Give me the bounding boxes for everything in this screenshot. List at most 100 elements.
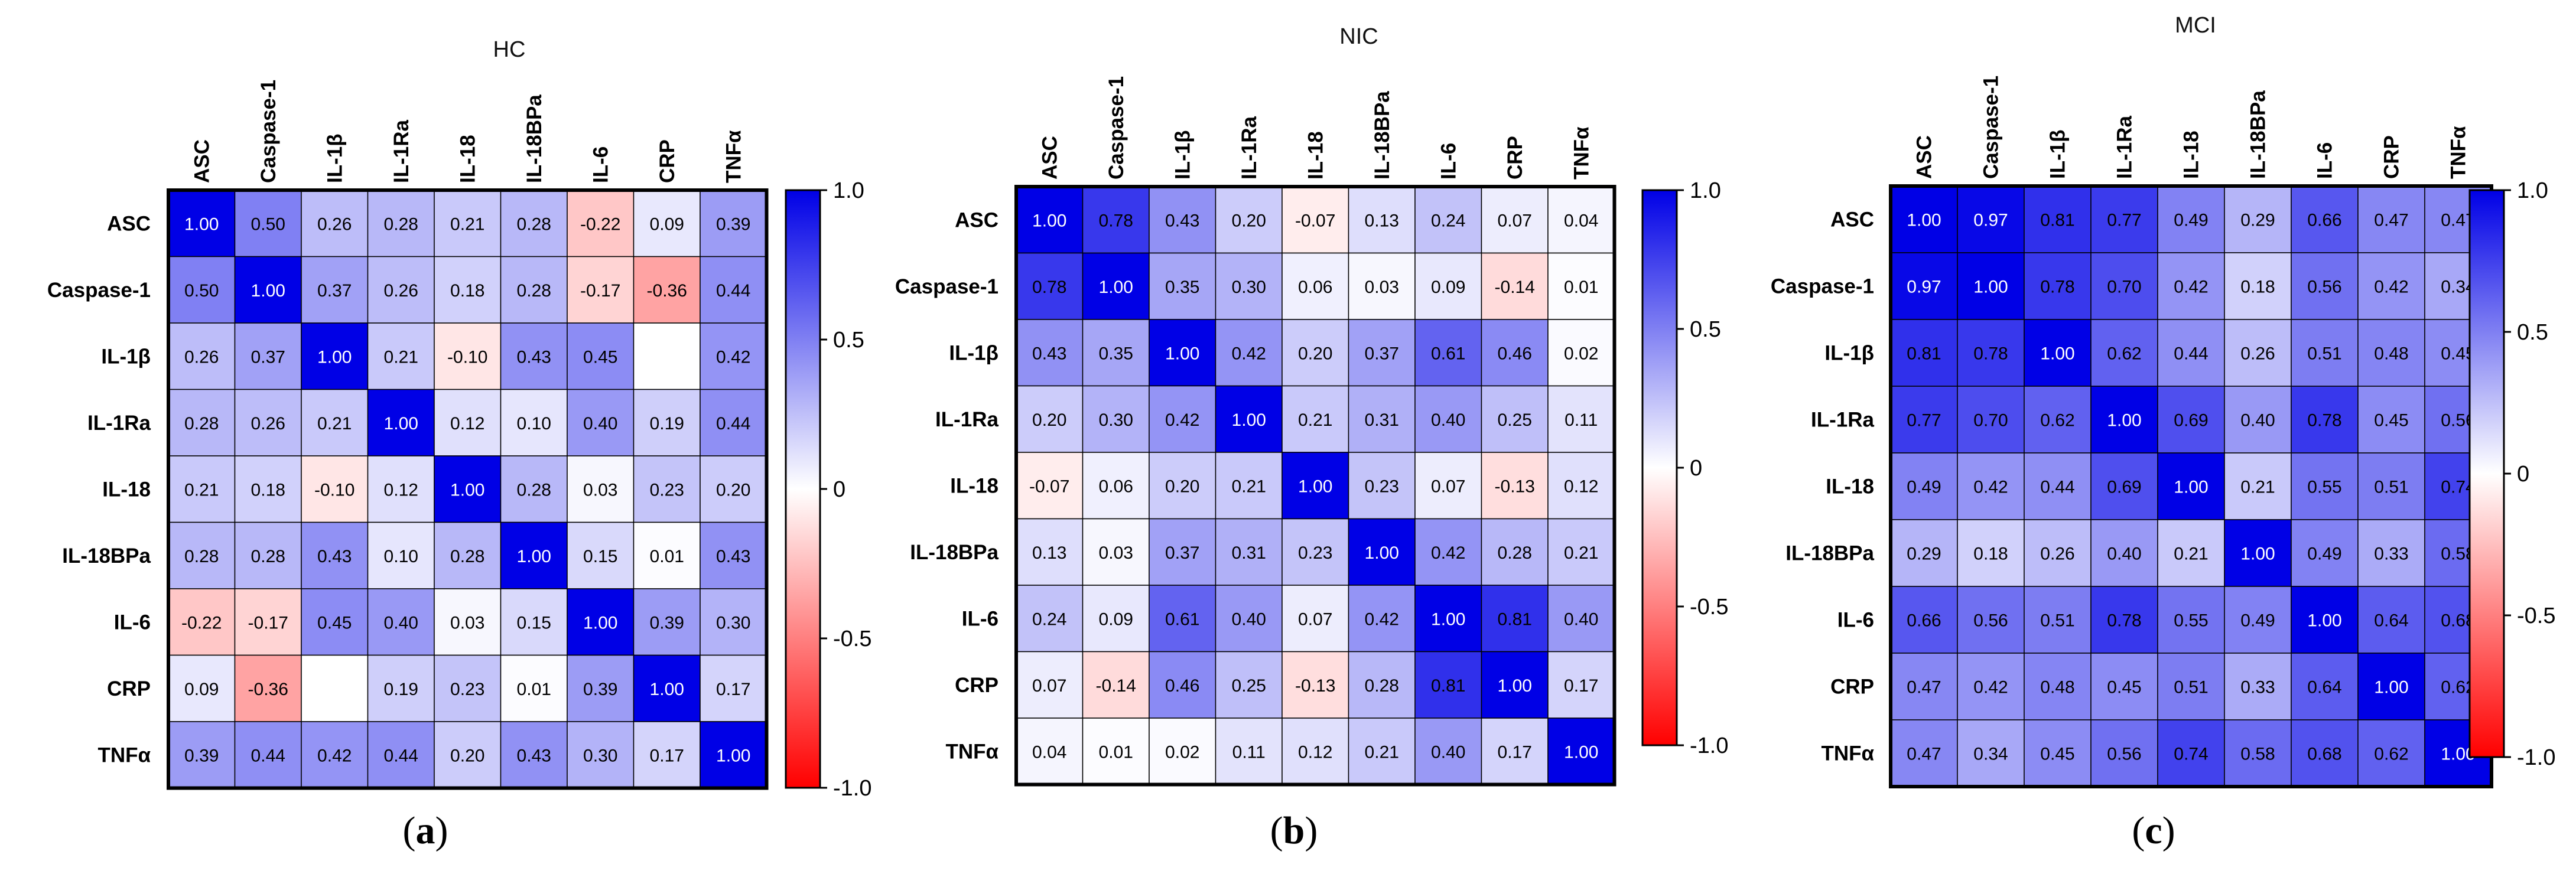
cell-value-label: 0.97	[1907, 278, 1941, 297]
column-label: IL-18BPa	[1371, 91, 1394, 180]
cell-value-label: 0.43	[517, 746, 551, 765]
cell-value-label: 0.20	[1165, 477, 1199, 496]
heatmap-cell	[2357, 586, 2425, 654]
cell-value-label: 0.61	[1165, 609, 1199, 629]
cell-value-label: 0.78	[2040, 278, 2074, 297]
heatmap-cell	[1481, 252, 1549, 320]
cell-value-label: 0.62	[2374, 745, 2408, 764]
cell-value-label: 0.17	[716, 680, 750, 699]
cell-value-label: 0.26	[2240, 344, 2275, 364]
cell-value-label: 1.00	[517, 547, 551, 566]
heatmap-cell	[1547, 385, 1615, 453]
heatmap-cell	[1016, 385, 1084, 453]
cell-value-label: 0.12	[1564, 477, 1598, 496]
cell-value-label: 1.00	[716, 746, 750, 765]
cell-value-label: 0.42	[1431, 543, 1465, 563]
cell-value-label: 0.21	[184, 480, 219, 500]
cell-value-label: 0.46	[1165, 676, 1199, 696]
heatmap-cell	[168, 256, 236, 324]
heatmap-cell	[234, 455, 302, 523]
row-label: CRP	[1830, 676, 1874, 699]
cell-value-label: 0.33	[2374, 544, 2408, 564]
heatmap-cell	[168, 588, 236, 656]
cell-value-label: 0.51	[2374, 478, 2408, 497]
column-label: TNFα	[2447, 126, 2470, 179]
heatmap-cell	[1414, 651, 1482, 719]
heatmap-cell	[1957, 386, 2025, 454]
cell-value-label: 1.00	[251, 281, 285, 301]
cell-value-label: 0.01	[1099, 742, 1133, 762]
row-label: IL-1Ra	[1811, 409, 1875, 432]
column-label: Caspase-1	[1980, 76, 2003, 179]
heatmap-cell	[567, 256, 635, 324]
cell-value-label: 0.35	[1099, 344, 1133, 363]
heatmap-cell	[168, 322, 236, 390]
cell-value-label: 0.43	[317, 547, 352, 566]
cell-value-label: 0.20	[716, 480, 750, 500]
heatmap-cell	[1348, 452, 1416, 520]
heatmap-cell	[1282, 252, 1349, 320]
row-label: Caspase-1	[895, 275, 998, 298]
cell-value-label: 0.07	[1431, 477, 1465, 496]
column-label: IL-1Ra	[2113, 116, 2136, 180]
cell-value-label: 0.12	[1298, 742, 1332, 762]
cell-value-label: -0.10	[314, 480, 354, 500]
cell-value-label: 0.78	[2107, 611, 2141, 631]
cell-value-label: 0.28	[517, 480, 551, 500]
cell-value-label: 0.39	[184, 746, 219, 765]
cell-value-label: 0.29	[1907, 544, 1941, 564]
cell-value-label: 0.77	[1907, 411, 1941, 431]
heatmap-cell	[2024, 719, 2092, 787]
column-label: IL-18BPa	[2247, 90, 2270, 179]
heatmap-cell	[1016, 651, 1084, 719]
heatmap-cell	[301, 588, 369, 656]
cell-value-label: 1.00	[2307, 611, 2341, 631]
heatmap-cell	[1547, 585, 1615, 653]
heatmap-cell	[168, 521, 236, 589]
cell-value-label: 0.19	[650, 414, 684, 433]
cell-value-label: 0.37	[1165, 543, 1199, 563]
heatmap-cell	[1348, 252, 1416, 320]
heatmap-cell	[434, 521, 502, 589]
heatmap-cell	[1149, 651, 1217, 719]
cell-value-label: 0.23	[650, 480, 684, 500]
heatmap-cell	[1149, 319, 1217, 387]
cell-value-label: 1.00	[1973, 278, 2008, 297]
column-label: Caspase-1	[257, 80, 280, 183]
heatmap-cell	[367, 322, 435, 390]
cell-value-label: 0.23	[1365, 477, 1399, 496]
row-label: IL-18	[950, 474, 998, 497]
heatmap-cell	[2090, 519, 2158, 587]
heatmap-cell	[1890, 386, 1958, 454]
heatmap-cell	[500, 190, 568, 257]
heatmap-cell	[2157, 452, 2225, 520]
cell-value-label: 0.11	[1565, 410, 1598, 430]
colorbar-tick-label: 0.5	[1690, 317, 1721, 342]
cell-value-label: 0.50	[184, 281, 219, 301]
cell-value-label: -0.07	[1295, 211, 1335, 230]
cell-value-label: -0.36	[647, 281, 687, 301]
cell-value-label: -0.17	[248, 613, 288, 632]
cell-value-label: 0.03	[1365, 278, 1399, 297]
cell-value-label: 0.28	[517, 281, 551, 301]
row-label: IL-6	[962, 607, 998, 630]
cell-value-label: 0.40	[1232, 609, 1266, 629]
heatmap-cell	[168, 455, 236, 523]
heatmap-cell	[2090, 185, 2158, 253]
row-label: TNFα	[945, 740, 998, 763]
heatmap-cell	[1149, 385, 1217, 453]
heatmap-cell	[1547, 319, 1615, 387]
heatmap-cell	[633, 588, 701, 656]
colorbar-tick-label: 1.0	[1690, 178, 1721, 203]
heatmap-cell	[2090, 653, 2158, 720]
cell-value-label: 0.18	[251, 480, 285, 500]
cell-value-label: 0.30	[1099, 410, 1133, 430]
heatmap-cell	[2224, 252, 2292, 320]
colorbar-tick-label: -0.5	[1690, 595, 1728, 619]
cell-value-label: 0.37	[1365, 344, 1399, 363]
cell-value-label: 0.25	[1232, 676, 1266, 696]
cell-value-label: 0.45	[317, 613, 352, 632]
cell-value-label: 1.00	[1498, 676, 1532, 696]
heatmap-cell	[2157, 252, 2225, 320]
